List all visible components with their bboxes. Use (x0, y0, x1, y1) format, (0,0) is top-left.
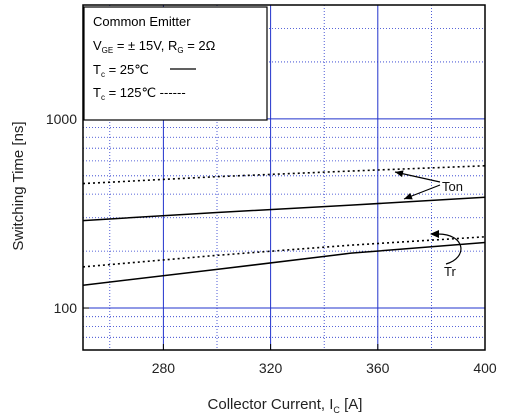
annotation-tr-arrow-head (430, 230, 439, 238)
x-tick-label: 280 (152, 360, 176, 376)
legend-tc-25: = 25℃ (105, 62, 149, 77)
series-line-tr-25c (82, 241, 486, 286)
legend-tc-symbol-25: T (93, 62, 101, 77)
legend-rg-sub: G (177, 46, 183, 55)
legend-vge-sub: GE (102, 46, 114, 55)
legend-tc-125: = 125℃ ------ (105, 85, 186, 100)
legend-line-2: VGE = ± 15V, RG = 2Ω (93, 38, 216, 55)
y-tick-label: 100 (54, 300, 78, 316)
x-tick-label: 320 (259, 360, 283, 376)
legend-title: Common Emitter (93, 14, 191, 29)
plot-frame (82, 4, 486, 351)
series-line-ton-125c (82, 164, 486, 185)
legend-line-1: Common Emitter (93, 14, 191, 29)
x-tick-label: 400 (473, 360, 497, 376)
annotation-ton-arrow-lower-head (404, 192, 413, 200)
x-axis-title-unit: [A] (340, 396, 363, 413)
legend-tc-sub-25: c (101, 70, 105, 79)
legend: Common Emitter VGE = ± 15V, RG = 2Ω Tc =… (83, 6, 268, 121)
legend-tc-symbol-125: T (93, 85, 101, 100)
legend-line-4: Tc = 125℃ ------ (93, 85, 186, 102)
legend-line-3: Tc = 25℃ (93, 62, 149, 79)
annotation-tr-label: Tr (444, 264, 456, 279)
y-axis-title: Switching Time [ns] (10, 121, 27, 250)
legend-vge-symbol: V (93, 38, 102, 53)
x-axis-title-sub: C (333, 405, 340, 415)
legend-tc-sub-125: c (101, 93, 105, 102)
legend-box (83, 6, 268, 121)
legend-rg-value: = 2Ω (184, 38, 216, 53)
x-axis-title: Collector Current, IC [A] (208, 396, 363, 415)
x-tick-label: 360 (366, 360, 390, 376)
legend-vge-value: = ± 15V, R (113, 38, 177, 53)
series-lines (82, 164, 486, 286)
y-tick-label: 1000 (46, 111, 77, 127)
annotation-ton-label: Ton (442, 179, 463, 194)
axes: 280 320 360 400 100 1000 (46, 4, 497, 376)
series-line-tr-125c (82, 236, 486, 268)
annotations: Ton Tr (394, 170, 463, 279)
series-line-ton-25c (82, 196, 486, 222)
annotation-ton-arrow-upper-head (395, 170, 404, 178)
annotation-tr-curve (437, 233, 462, 265)
x-axis-title-main: Collector Current, I (208, 396, 334, 413)
